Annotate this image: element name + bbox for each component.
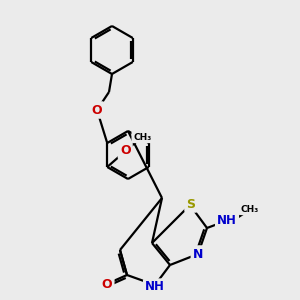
Text: NH: NH <box>217 214 237 226</box>
Text: NH: NH <box>145 280 165 293</box>
Text: CH₃: CH₃ <box>133 133 151 142</box>
Text: O: O <box>92 103 102 116</box>
Text: O: O <box>120 145 130 158</box>
Text: CH₃: CH₃ <box>241 205 259 214</box>
Text: O: O <box>102 278 112 292</box>
Text: S: S <box>187 197 196 211</box>
Text: N: N <box>193 248 203 260</box>
